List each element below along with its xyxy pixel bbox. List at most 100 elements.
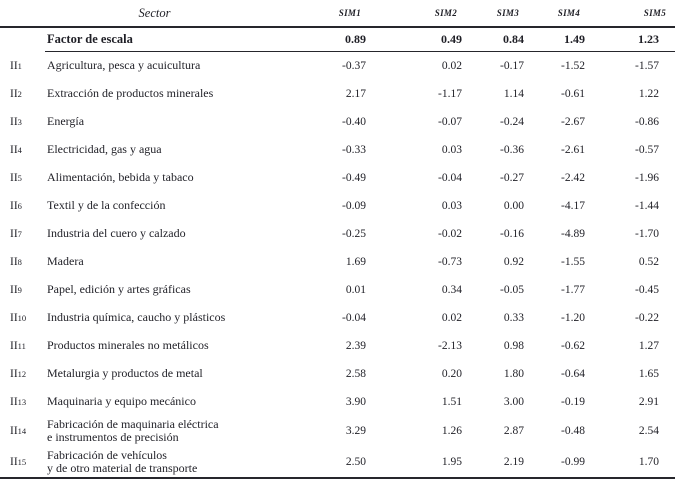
table-row: II3 Energía -0.40 -0.07 -0.24 -2.67 -0.8… [0, 108, 675, 136]
sim3-column-header: SIM3 [466, 0, 528, 28]
table-row: II2 Extracción de productos minerales 2.… [0, 80, 675, 108]
table-row: II5 Alimentación, bebida y tabaco -0.49 … [0, 164, 675, 192]
row-number: 8 [17, 256, 22, 267]
scale-factor-sim3-value: 0.84 [466, 27, 528, 52]
sector-name: Fabricación de vehículos y de otro mater… [47, 447, 198, 475]
sim2-value: 1.26 [441, 425, 462, 437]
sim4-value: -0.48 [561, 425, 585, 437]
row-code: II [10, 425, 18, 437]
sim3-value: -0.05 [500, 283, 524, 296]
sim3-value: 2.19 [503, 455, 524, 468]
sim2-value: -2.13 [438, 339, 462, 352]
sim2-value: 0.03 [441, 143, 462, 156]
sector-name: Textil y de la confección [47, 198, 166, 212]
sim3-value: -0.36 [500, 143, 524, 156]
sim3-value: -0.16 [500, 227, 524, 240]
row-code: II [10, 255, 18, 268]
sector-name: Productos minerales no metálicos [47, 338, 209, 352]
sim4-value: -0.61 [561, 87, 585, 100]
sim3-value: 1.80 [503, 367, 524, 380]
row-id: II15 [0, 447, 45, 478]
row-code: II [10, 59, 18, 72]
sim2-value: 0.20 [441, 367, 462, 380]
sim1-value: 2.17 [345, 87, 366, 100]
table-row: II10 Industria química, caucho y plástic… [0, 304, 675, 332]
row-id: II13 [0, 388, 45, 416]
sim1-value: 1.69 [345, 255, 366, 268]
sim5-value: -1.70 [635, 227, 659, 240]
sim1-column-header: SIM1 [302, 0, 370, 28]
sim4-column-header: SIM4 [528, 0, 589, 28]
sector-name: Fabricación de maquinaria eléctrica e in… [47, 417, 219, 444]
sim2-value: -0.02 [438, 227, 462, 240]
sim4-value: -2.67 [561, 115, 585, 128]
sim3-value: 0.33 [503, 311, 524, 324]
table-row: II4 Electricidad, gas y agua -0.33 0.03 … [0, 136, 675, 164]
row-id: II7 [0, 220, 45, 248]
sim2-value: 1.51 [441, 395, 462, 408]
row-code: II [10, 311, 18, 324]
row-id: II2 [0, 80, 45, 108]
row-number: 9 [17, 284, 22, 295]
sim5-value: -0.57 [635, 143, 659, 156]
row-number: 1 [17, 60, 22, 71]
row-number: 6 [17, 200, 22, 211]
sim3-value: 0.92 [503, 255, 524, 268]
sector-name: Industria química, caucho y plásticos [47, 310, 226, 324]
sim5-value: -1.57 [635, 59, 659, 72]
sim5-value: 2.54 [638, 425, 659, 437]
row-code: II [10, 283, 18, 296]
sim5-value: -0.45 [635, 283, 659, 296]
sim4-value: -1.77 [561, 283, 585, 296]
row-id: II12 [0, 360, 45, 388]
table-row: II1 Agricultura, pesca y acuicultura -0.… [0, 52, 675, 80]
sim3-value: 3.00 [503, 395, 524, 408]
sim3-value: 0.00 [503, 199, 524, 212]
row-number: 7 [17, 228, 22, 239]
row-id: II6 [0, 192, 45, 220]
sim1-value: -0.25 [342, 227, 366, 240]
scale-factor-row-id [0, 27, 45, 52]
sector-name: Madera [47, 254, 84, 268]
sector-name: Industria del cuero y calzado [47, 226, 186, 240]
sim2-value: -0.04 [438, 171, 462, 184]
row-code: II [10, 87, 18, 100]
sim4-value: -0.99 [561, 455, 585, 468]
table-row: II7 Industria del cuero y calzado -0.25 … [0, 220, 675, 248]
scale-factor-sim1-value: 0.89 [302, 27, 370, 52]
sector-name: Energía [47, 114, 85, 128]
sim5-column-header: SIM5 [589, 0, 675, 28]
scale-factor-sim4-value: 1.49 [528, 27, 589, 52]
row-id: II14 [0, 416, 45, 447]
row-id: II8 [0, 248, 45, 276]
sector-name: Alimentación, bebida y tabaco [47, 170, 194, 184]
sim1-value: -0.49 [342, 171, 366, 184]
row-code: II [10, 227, 18, 240]
sim3-value: -0.24 [500, 115, 524, 128]
row-id: II3 [0, 108, 45, 136]
sim1-value: -0.04 [342, 311, 366, 324]
sector-name: Metalurgia y productos de metal [47, 366, 203, 380]
sim4-value: -1.20 [561, 311, 585, 324]
row-number: 12 [17, 368, 27, 379]
sim5-value: 1.65 [638, 367, 659, 380]
sim4-value: -0.64 [561, 367, 585, 380]
sim3-value: -0.27 [500, 171, 524, 184]
sector-column-header: Sector [45, 0, 302, 28]
sim5-value: -1.96 [635, 171, 659, 184]
row-number: 5 [17, 172, 22, 183]
row-number: 2 [17, 88, 22, 99]
scale-factor-label: Factor de escala [45, 27, 302, 52]
sim4-value: -1.52 [561, 59, 585, 72]
sim2-column-header: SIM2 [370, 0, 466, 28]
row-id: II1 [0, 52, 45, 80]
sim5-value: 0.52 [638, 255, 659, 268]
sim1-value: -0.40 [342, 115, 366, 128]
row-code: II [10, 395, 18, 408]
row-id: II11 [0, 332, 45, 360]
row-number: 4 [17, 144, 22, 155]
sim1-value: -0.37 [342, 59, 366, 72]
sim1-value: 2.39 [345, 339, 366, 352]
table-row: II8 Madera 1.69 -0.73 0.92 -1.55 0.52 [0, 248, 675, 276]
row-code: II [10, 143, 18, 156]
